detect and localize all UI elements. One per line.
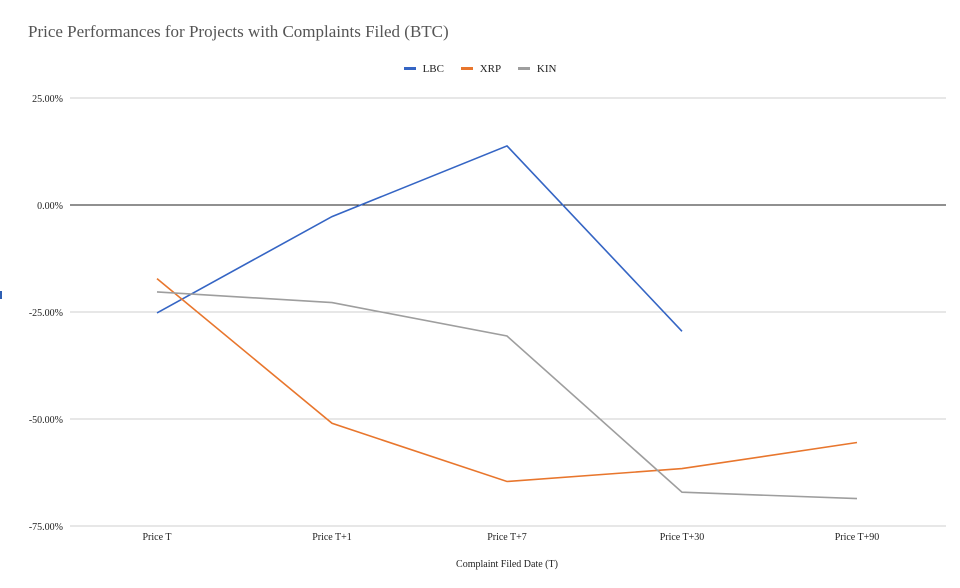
series-line-kin <box>156 291 858 500</box>
x-axis-ticks: Price T Price T+1 Price T+7 Price T+30 Price… <box>143 532 880 543</box>
x-tick-label: Price T+90 <box>835 532 880 543</box>
x-tick-label: Price T <box>143 532 172 543</box>
chart-title: Price Performances for Projects with Com… <box>28 22 449 41</box>
legend-swatch-kin <box>517 67 530 70</box>
edge-marker <box>0 291 2 299</box>
y-tick-label: 0.00% <box>37 201 63 212</box>
y-tick-label: -50.00% <box>29 415 63 426</box>
legend-item-kin[interactable]: KIN <box>517 62 557 75</box>
x-tick-label: Price T+30 <box>660 532 705 543</box>
series-line-lbc <box>156 144 683 332</box>
y-tick-label: 25.00% <box>32 94 63 105</box>
x-tick-label: Price T+7 <box>487 532 527 543</box>
y-tick-label: -75.00% <box>29 522 63 533</box>
legend-label-lbc: LBC <box>422 62 444 75</box>
series-line-xrp <box>156 277 858 483</box>
y-axis-ticks: 25.00% 0.00% -25.00% -50.00% -75.00% <box>29 94 63 533</box>
grid-layer <box>70 97 946 527</box>
x-axis-title: Complaint Filed Date (T) <box>456 559 558 570</box>
legend-swatch-lbc <box>403 67 416 70</box>
y-tick-label: -25.00% <box>29 308 63 319</box>
series-layer <box>156 144 858 500</box>
legend-item-lbc[interactable]: LBC <box>403 62 444 75</box>
legend: LBC XRP KIN <box>0 61 960 75</box>
legend-label-kin: KIN <box>536 62 557 75</box>
x-tick-label: Price T+1 <box>312 532 352 543</box>
legend-item-xrp[interactable]: XRP <box>460 62 502 75</box>
legend-swatch-xrp <box>460 67 473 70</box>
legend-label-xrp: XRP <box>479 62 502 75</box>
